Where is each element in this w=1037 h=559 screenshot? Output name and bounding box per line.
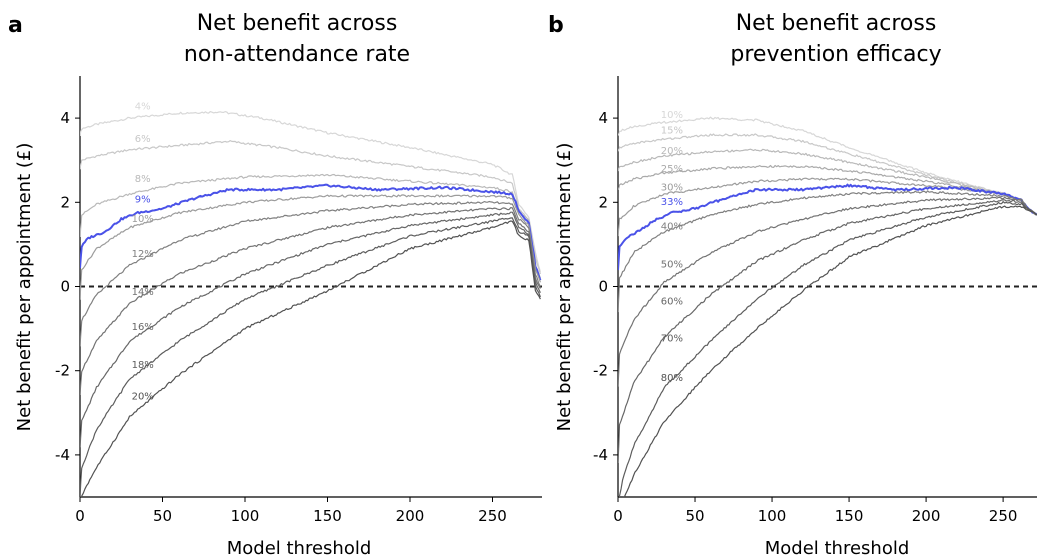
x-tick-label: 250 bbox=[989, 507, 1018, 525]
panel-a: a Net benefit across non-attendance rate… bbox=[8, 11, 542, 559]
series-line-30pct bbox=[618, 177, 1037, 237]
panel-a-title-line-1: Net benefit across bbox=[197, 11, 398, 36]
series-label-14pct: 14% bbox=[132, 287, 154, 298]
series-label-50pct: 50% bbox=[661, 260, 683, 271]
series-line-4pct bbox=[80, 111, 541, 272]
x-tick-label: 150 bbox=[313, 507, 342, 525]
x-tick-label: 50 bbox=[153, 507, 172, 525]
series-line-20pct bbox=[618, 148, 1037, 216]
x-tick-label: 200 bbox=[912, 507, 941, 525]
x-tick-label: 0 bbox=[75, 507, 85, 525]
series-line-9pct bbox=[80, 183, 542, 281]
panel-letter-b: b bbox=[548, 13, 564, 38]
series-line-70pct bbox=[618, 201, 1037, 497]
series-label-70pct: 70% bbox=[661, 334, 683, 345]
y-tick-label: 4 bbox=[598, 109, 608, 127]
y-tick-label: -4 bbox=[55, 446, 70, 464]
series-line-8pct bbox=[80, 173, 541, 279]
series-line-80pct bbox=[623, 205, 1037, 497]
series-label-80pct: 80% bbox=[661, 373, 683, 384]
x-tick-label: 100 bbox=[758, 507, 787, 525]
panel-letter-a: a bbox=[8, 13, 23, 38]
y-tick-label: -2 bbox=[593, 362, 608, 380]
series-label-20pct: 20% bbox=[132, 391, 154, 402]
panel-a-y-axis-label: Net benefit per appointment (£) bbox=[14, 143, 35, 432]
panel-b-title-line-2: prevention efficacy bbox=[730, 42, 941, 67]
panel-b-plot: 0 50 100 150 200 250 -4 -2 0 2 4 10% 15% 20% 25% 30% 33%… bbox=[593, 76, 1037, 525]
series-line-14pct bbox=[80, 207, 541, 396]
panel-b: b Net benefit across prevention efficacy… bbox=[548, 11, 1037, 559]
series-label-16pct: 16% bbox=[132, 322, 154, 333]
series-label-40pct: 40% bbox=[661, 222, 683, 233]
series-line-16pct bbox=[80, 211, 541, 448]
x-tick-label: 250 bbox=[478, 507, 507, 525]
x-tick-label: 0 bbox=[613, 507, 623, 525]
series-line-12pct bbox=[80, 200, 541, 347]
y-tick-label: 2 bbox=[598, 193, 608, 211]
series-line-50pct bbox=[618, 196, 1037, 387]
panel-a-title-line-2: non-attendance rate bbox=[184, 42, 410, 67]
panel-a-plot: 0 50 100 150 200 250 -4 -2 0 2 4 4% 6% 8% 9% 10% 12% 14% 1… bbox=[55, 76, 542, 525]
series-line-40pct bbox=[618, 190, 1037, 313]
panel-b-title-line-1: Net benefit across bbox=[736, 11, 937, 36]
y-tick-label: -4 bbox=[593, 446, 608, 464]
x-tick-label: 100 bbox=[231, 507, 260, 525]
y-tick-label: 2 bbox=[60, 193, 70, 211]
series-line-10pct bbox=[618, 116, 1037, 216]
series-line-10pct bbox=[80, 194, 541, 300]
y-tick-label: -2 bbox=[55, 362, 70, 380]
series-label-18pct: 18% bbox=[132, 360, 154, 371]
series-label-20pct: 20% bbox=[661, 146, 683, 157]
series-label-9pct: 9% bbox=[135, 194, 151, 205]
series-label-10pct: 10% bbox=[132, 214, 154, 225]
series-label-4pct: 4% bbox=[135, 102, 151, 113]
y-tick-label: 0 bbox=[60, 278, 70, 296]
series-label-30pct: 30% bbox=[661, 183, 683, 194]
y-tick-label: 4 bbox=[60, 109, 70, 127]
series-label-10pct: 10% bbox=[661, 110, 683, 121]
x-tick-label: 200 bbox=[396, 507, 425, 525]
series-line-20pct bbox=[81, 220, 541, 497]
series-label-25pct: 25% bbox=[661, 164, 683, 175]
x-tick-label: 150 bbox=[835, 507, 864, 525]
series-label-12pct: 12% bbox=[132, 249, 154, 260]
series-label-15pct: 15% bbox=[661, 126, 683, 137]
x-tick-label: 50 bbox=[685, 507, 704, 525]
series-label-8pct: 8% bbox=[135, 174, 151, 185]
series-label-6pct: 6% bbox=[135, 134, 151, 145]
series-label-60pct: 60% bbox=[661, 297, 683, 308]
series-line-33pct bbox=[618, 183, 1037, 271]
panel-b-x-axis-label: Model threshold bbox=[765, 538, 910, 559]
y-tick-label: 0 bbox=[598, 278, 608, 296]
panel-a-x-axis-label: Model threshold bbox=[227, 538, 372, 559]
series-line-6pct bbox=[80, 140, 541, 275]
panel-b-y-axis-label: Net benefit per appointment (£) bbox=[554, 143, 575, 432]
series-line-60pct bbox=[618, 199, 1037, 464]
series-line-15pct bbox=[618, 133, 1037, 216]
series-line-18pct bbox=[80, 217, 541, 497]
series-label-33pct: 33% bbox=[661, 197, 683, 208]
